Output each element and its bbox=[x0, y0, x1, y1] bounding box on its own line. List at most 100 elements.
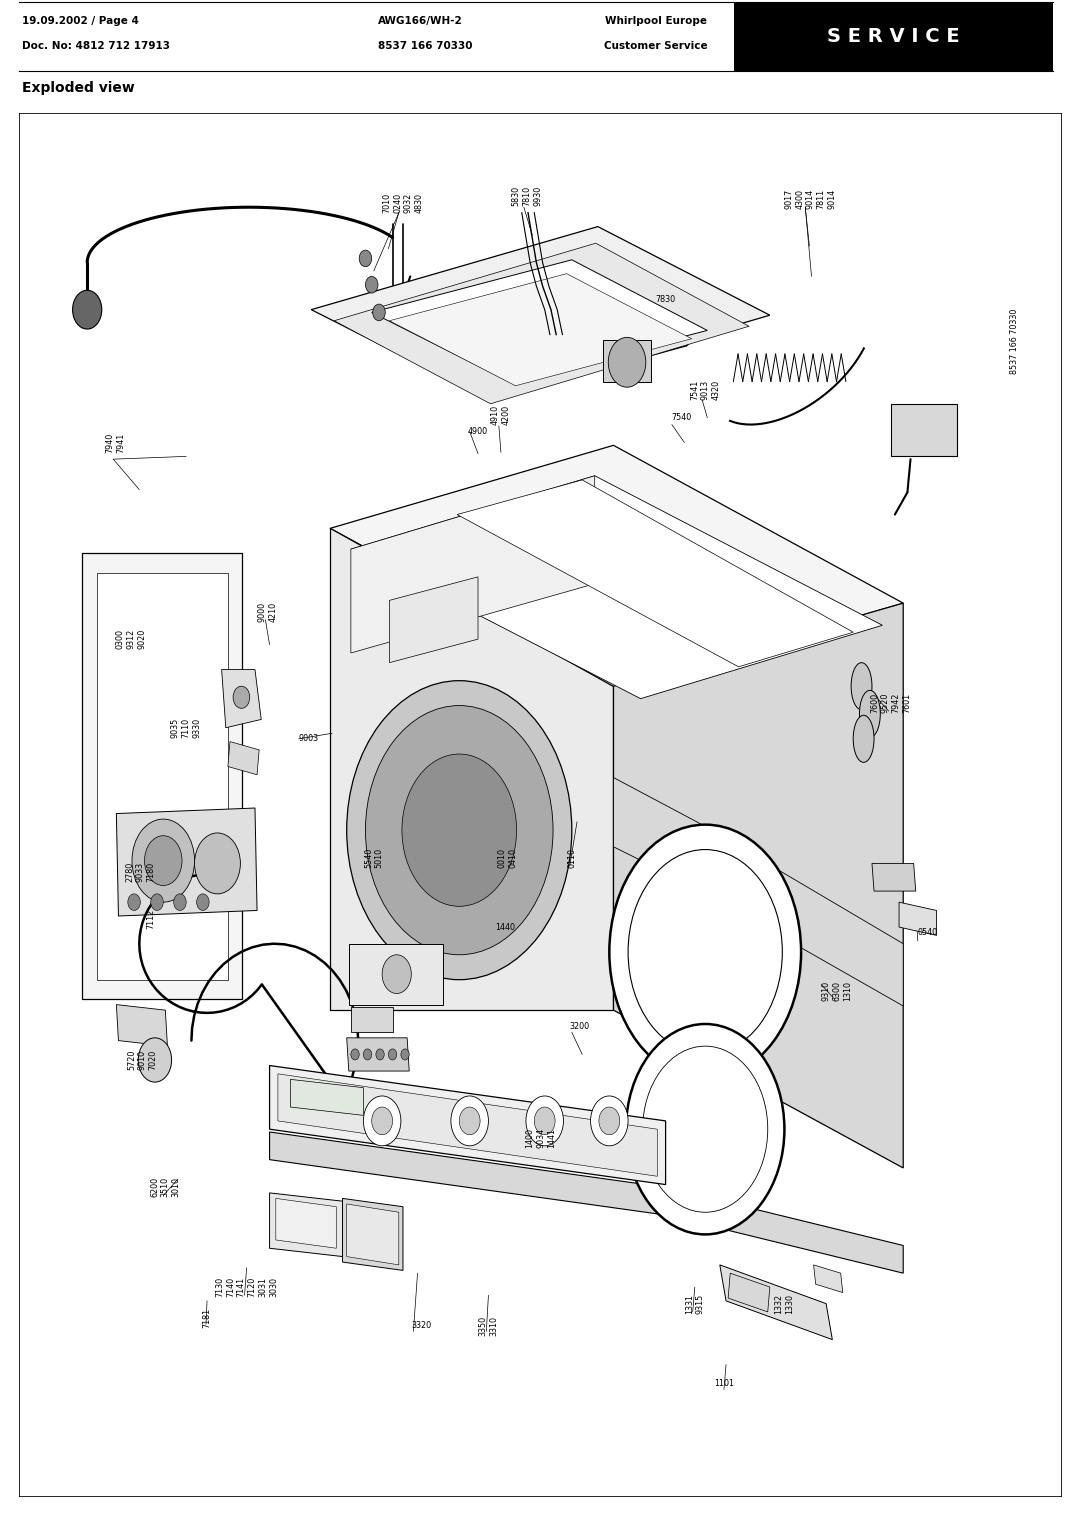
Text: 2780
9033
7180: 2780 9033 7180 bbox=[125, 862, 156, 882]
Polygon shape bbox=[270, 1065, 665, 1184]
Circle shape bbox=[365, 277, 378, 293]
Text: 1440: 1440 bbox=[495, 923, 515, 932]
Circle shape bbox=[526, 1096, 564, 1146]
Text: 9017
4300
9014
7811
9014: 9017 4300 9014 7811 9014 bbox=[784, 189, 837, 209]
Polygon shape bbox=[278, 1074, 658, 1177]
Polygon shape bbox=[372, 260, 707, 382]
Circle shape bbox=[626, 1024, 784, 1235]
Text: 0540: 0540 bbox=[918, 927, 937, 937]
Circle shape bbox=[609, 825, 801, 1079]
Polygon shape bbox=[96, 573, 228, 979]
Circle shape bbox=[197, 894, 210, 911]
Circle shape bbox=[132, 819, 194, 902]
Text: 5540
5010: 5540 5010 bbox=[364, 848, 383, 868]
Circle shape bbox=[233, 686, 249, 709]
Text: 9035
7110
9330: 9035 7110 9330 bbox=[171, 718, 202, 738]
Circle shape bbox=[389, 1048, 396, 1060]
Circle shape bbox=[643, 1047, 768, 1212]
Polygon shape bbox=[728, 1273, 770, 1313]
Polygon shape bbox=[891, 403, 957, 457]
Circle shape bbox=[535, 1108, 555, 1135]
Circle shape bbox=[402, 753, 516, 906]
Circle shape bbox=[360, 251, 372, 267]
Polygon shape bbox=[347, 1204, 399, 1265]
Text: 4910
4200: 4910 4200 bbox=[491, 405, 511, 425]
Circle shape bbox=[72, 290, 102, 329]
Ellipse shape bbox=[851, 663, 872, 709]
Polygon shape bbox=[457, 480, 853, 666]
Text: 4900: 4900 bbox=[468, 426, 488, 435]
Circle shape bbox=[599, 1108, 620, 1135]
Polygon shape bbox=[291, 1079, 363, 1115]
Text: 1101: 1101 bbox=[714, 1380, 734, 1389]
Circle shape bbox=[376, 1048, 384, 1060]
Polygon shape bbox=[613, 604, 903, 1167]
Text: 7830: 7830 bbox=[656, 295, 675, 304]
Polygon shape bbox=[221, 669, 261, 727]
Circle shape bbox=[145, 836, 183, 886]
Circle shape bbox=[608, 338, 646, 387]
Text: 0300
9312
9020: 0300 9312 9020 bbox=[116, 630, 146, 649]
Polygon shape bbox=[390, 274, 691, 385]
Circle shape bbox=[382, 955, 411, 993]
Circle shape bbox=[138, 1038, 172, 1082]
Circle shape bbox=[591, 1096, 629, 1146]
Circle shape bbox=[365, 706, 553, 955]
Polygon shape bbox=[270, 1132, 903, 1273]
Bar bbox=[734, 2, 1053, 72]
Ellipse shape bbox=[860, 691, 880, 738]
Text: 7112: 7112 bbox=[146, 909, 156, 929]
Text: 3200: 3200 bbox=[570, 1022, 590, 1031]
Text: 1400
9034
1441: 1400 9034 1441 bbox=[525, 1128, 556, 1148]
Polygon shape bbox=[351, 1007, 392, 1033]
Circle shape bbox=[194, 833, 241, 894]
Circle shape bbox=[127, 894, 140, 911]
Circle shape bbox=[351, 1048, 360, 1060]
Polygon shape bbox=[330, 445, 903, 686]
Circle shape bbox=[151, 894, 163, 911]
Text: 7541
9013
4320: 7541 9013 4320 bbox=[690, 380, 720, 400]
Text: 7940
7941: 7940 7941 bbox=[106, 432, 125, 452]
Text: 19.09.2002 / Page 4: 19.09.2002 / Page 4 bbox=[22, 17, 138, 26]
Text: AWG166/WH-2: AWG166/WH-2 bbox=[378, 17, 462, 26]
Ellipse shape bbox=[853, 715, 874, 762]
Text: Doc. No: 4812 712 17913: Doc. No: 4812 712 17913 bbox=[22, 41, 170, 52]
Text: 3320: 3320 bbox=[411, 1322, 431, 1331]
Text: Exploded view: Exploded view bbox=[22, 81, 134, 95]
Text: 7181: 7181 bbox=[203, 1308, 212, 1328]
Text: 7540: 7540 bbox=[672, 413, 692, 422]
Polygon shape bbox=[82, 553, 243, 999]
Text: 7010
0240
9032
4830: 7010 0240 9032 4830 bbox=[382, 193, 423, 214]
Text: 6200
3510
3010: 6200 3510 3010 bbox=[150, 1177, 180, 1198]
Polygon shape bbox=[117, 808, 257, 915]
Polygon shape bbox=[899, 902, 936, 935]
Text: 9310
6300
1310: 9310 6300 1310 bbox=[821, 981, 852, 1001]
Polygon shape bbox=[351, 475, 882, 698]
Polygon shape bbox=[228, 741, 259, 775]
Text: 1332
1330: 1332 1330 bbox=[774, 1294, 794, 1314]
Text: 1331
9315: 1331 9315 bbox=[685, 1294, 704, 1314]
Circle shape bbox=[363, 1048, 372, 1060]
Text: 9003: 9003 bbox=[299, 735, 319, 743]
Polygon shape bbox=[275, 1198, 336, 1248]
Text: 8537 166 70330: 8537 166 70330 bbox=[1010, 309, 1020, 374]
Circle shape bbox=[451, 1096, 488, 1146]
Polygon shape bbox=[117, 1004, 167, 1047]
Text: 9000
4210: 9000 4210 bbox=[258, 602, 278, 622]
Text: 3350
3310: 3350 3310 bbox=[478, 1316, 498, 1335]
Polygon shape bbox=[311, 226, 770, 399]
Polygon shape bbox=[342, 1198, 403, 1270]
Polygon shape bbox=[351, 475, 595, 652]
Polygon shape bbox=[349, 944, 443, 1004]
Text: 5720
9010
7020: 5720 9010 7020 bbox=[127, 1050, 158, 1070]
Polygon shape bbox=[813, 1265, 842, 1293]
Text: 7130
7140
7141
7120
3031
3030: 7130 7140 7141 7120 3031 3030 bbox=[215, 1277, 278, 1297]
Polygon shape bbox=[270, 1193, 342, 1256]
Polygon shape bbox=[603, 341, 651, 382]
Circle shape bbox=[459, 1108, 481, 1135]
Circle shape bbox=[373, 304, 386, 321]
Polygon shape bbox=[719, 1265, 833, 1340]
Text: 7600
9520
7942
7601: 7600 9520 7942 7601 bbox=[870, 692, 912, 714]
Polygon shape bbox=[334, 243, 748, 403]
Polygon shape bbox=[330, 529, 613, 1010]
